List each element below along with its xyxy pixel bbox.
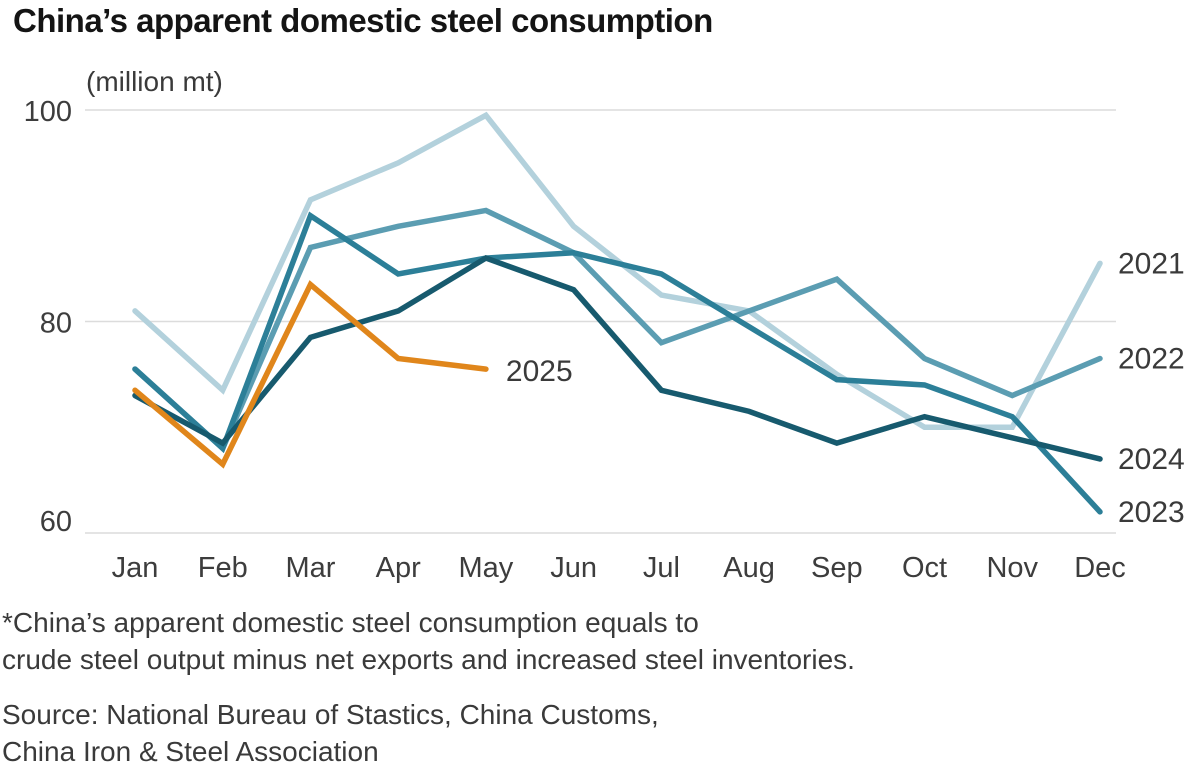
series-line-2024 xyxy=(132,255,1103,462)
x-tick-label-mar: Mar xyxy=(285,552,335,584)
footnote-line-2: crude steel output minus net exports and… xyxy=(2,644,855,675)
line-chart: 60 80 100 Jan Feb Mar Apr May Jun Jul Aug Sep Oct Nov… xyxy=(24,96,1185,584)
source-note: Source: National Bureau of Stastics, Chi… xyxy=(2,696,659,770)
source-line-2: China Iron & Steel Association xyxy=(2,736,379,767)
series-line-2022 xyxy=(132,207,1103,454)
series-label-2021: 2021 xyxy=(1118,247,1185,280)
x-tick-label-apr: Apr xyxy=(376,552,421,584)
series-label-2023: 2023 xyxy=(1118,496,1185,529)
series-label-2024: 2024 xyxy=(1118,443,1185,476)
x-tick-label-dec: Dec xyxy=(1074,552,1126,584)
footnote: *China’s apparent domestic steel consump… xyxy=(2,604,855,678)
x-tick-label-oct: Oct xyxy=(902,552,947,584)
series-line-2021 xyxy=(132,111,1103,430)
x-tick-label-sep: Sep xyxy=(811,552,863,584)
x-tick-label-feb: Feb xyxy=(198,552,248,584)
x-tick-label-jul: Jul xyxy=(643,552,680,584)
series-line-2023 xyxy=(132,211,1103,515)
series-label-2022: 2022 xyxy=(1118,343,1185,376)
x-tick-label-jun: Jun xyxy=(550,552,597,584)
y-axis-unit-label: (million mt) xyxy=(86,66,223,97)
y-tick-label-100: 100 xyxy=(24,96,72,128)
footnote-line-1: *China’s apparent domestic steel consump… xyxy=(2,607,699,638)
y-tick-label-80: 80 xyxy=(40,308,72,340)
series-line-2025 xyxy=(132,280,489,469)
x-tick-label-nov: Nov xyxy=(986,552,1038,584)
series-label-2025: 2025 xyxy=(506,355,573,388)
x-tick-label-may: May xyxy=(459,552,514,584)
source-line-1: Source: National Bureau of Stastics, Chi… xyxy=(2,699,659,730)
y-tick-label-60: 60 xyxy=(40,506,72,538)
x-tick-label-aug: Aug xyxy=(723,552,775,584)
x-tick-label-jan: Jan xyxy=(112,552,159,584)
chart-title: China’s apparent domestic steel consumpt… xyxy=(13,2,713,39)
